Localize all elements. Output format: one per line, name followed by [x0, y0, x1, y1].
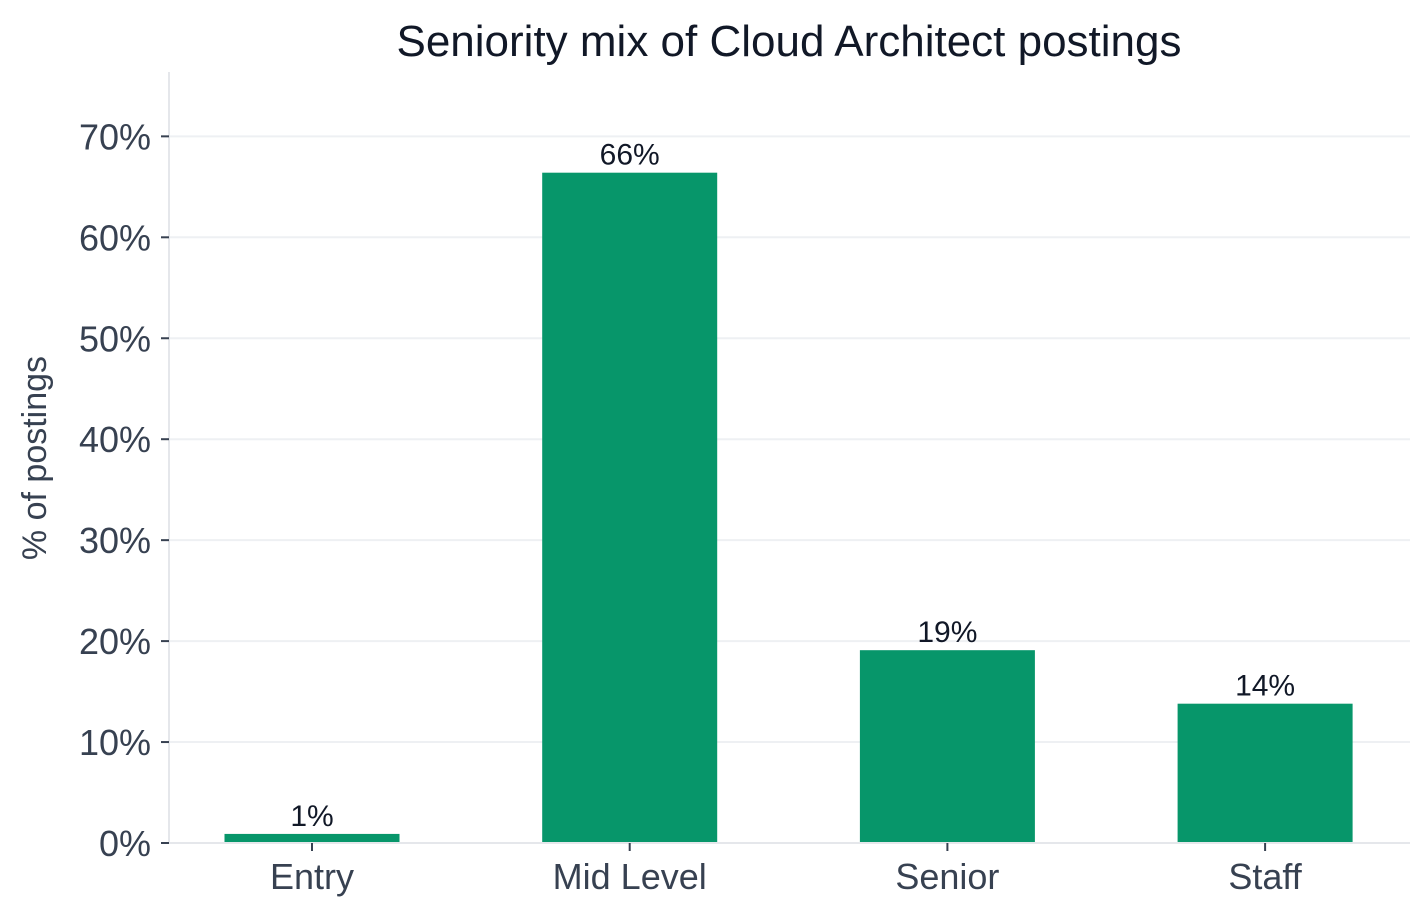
- y-tick-label: 60%: [79, 217, 151, 258]
- x-axis-ticks: Entry Mid Level Senior Staff: [270, 843, 1303, 897]
- y-tick-label: 20%: [79, 621, 151, 662]
- y-tick-label: 50%: [79, 318, 151, 359]
- bar-entry: [224, 833, 400, 843]
- bars: [224, 172, 1353, 843]
- y-axis-label: % of postings: [16, 356, 54, 560]
- bar-staff: [1177, 703, 1353, 843]
- data-label: 66%: [600, 139, 660, 172]
- axes: [168, 72, 1410, 844]
- y-tick-label: 40%: [79, 419, 151, 460]
- data-label: 14%: [1235, 670, 1295, 703]
- y-tick-label: 0%: [99, 823, 151, 864]
- bar-mid-level: [542, 172, 718, 843]
- chart-title: Seniority mix of Cloud Architect posting…: [396, 17, 1181, 66]
- data-label: 1%: [290, 800, 333, 833]
- x-tick-label: Senior: [895, 856, 999, 897]
- data-labels: 1% 66% 19% 14%: [290, 139, 1295, 833]
- y-tick-label: 30%: [79, 520, 151, 561]
- x-tick-label: Entry: [270, 856, 354, 897]
- y-tick-label: 70%: [79, 116, 151, 157]
- x-tick-label: Staff: [1228, 856, 1302, 897]
- gridlines: [169, 135, 1410, 744]
- data-label: 19%: [917, 616, 977, 649]
- x-tick-label: Mid Level: [553, 856, 707, 897]
- y-tick-label: 10%: [79, 722, 151, 763]
- y-axis-ticks: 0% 10% 20% 30% 40% 50% 60% 70%: [79, 116, 169, 864]
- bar-senior: [859, 650, 1035, 843]
